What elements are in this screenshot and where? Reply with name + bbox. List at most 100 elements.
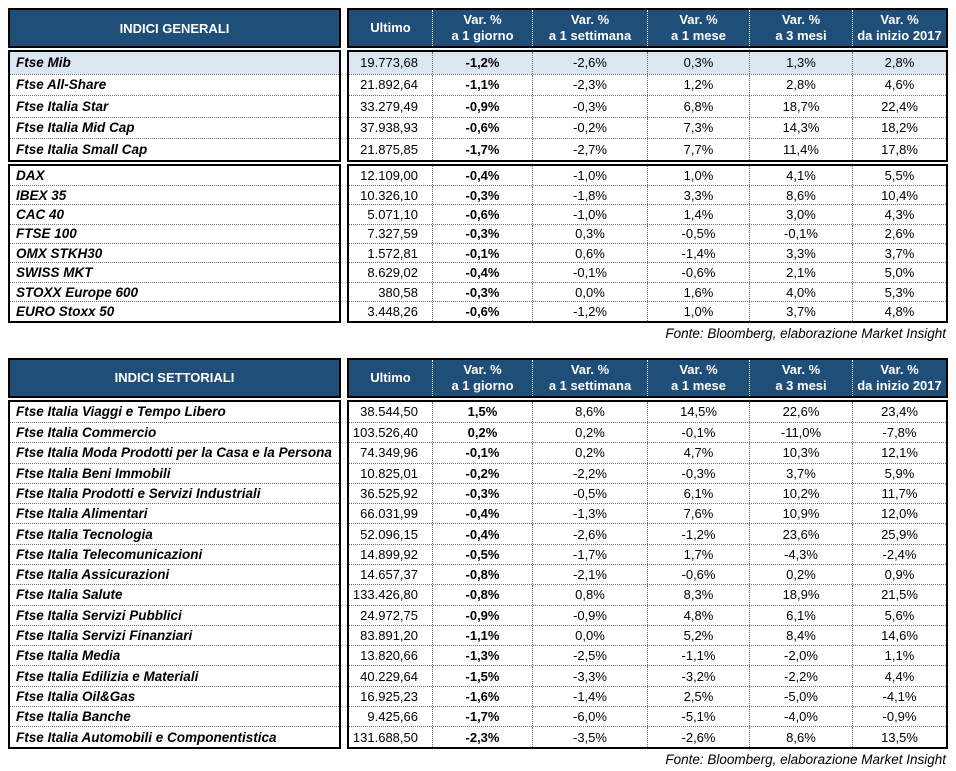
var-value-1: -2,1% — [532, 565, 647, 585]
index-data-panel: 12.109,00 -0,4% -1,0% 1,0% 4,1% 5,5% 10.326,10… — [347, 163, 948, 323]
var-value-1: -1,4% — [532, 686, 647, 707]
index-name: DAX — [16, 167, 45, 183]
var-value-0: -0,1% — [432, 443, 532, 463]
source-note: Fonte: Bloomberg, elaborazione Market In… — [665, 751, 946, 767]
index-name-row: Ftse Italia Assicurazioni — [10, 564, 339, 584]
var-value-3: 4,0% — [749, 282, 852, 302]
index-name-row: Ftse Italia Edilizia e Materiali — [10, 665, 339, 685]
index-name: STOXX Europe 600 — [16, 284, 139, 300]
var-value-1: -0,9% — [532, 605, 647, 625]
index-name: IBEX 35 — [16, 187, 67, 203]
var-value-3: 22,6% — [749, 401, 852, 422]
index-data-row: 19.773,68 -1,2% -2,6% 0,3% 1,3% 2,8% — [349, 52, 946, 74]
index-name-row: OMX STKH30 — [10, 243, 339, 262]
var-value-2: 4,8% — [647, 605, 749, 625]
index-data-row: 37.938,93 -0,6% -0,2% 7,3% 14,3% 18,2% — [349, 116, 946, 138]
index-name-row: Ftse Italia Star — [10, 95, 339, 117]
var-value-4: 12,0% — [852, 504, 946, 524]
var-value-2: -0,6% — [647, 263, 749, 282]
table-header-row: INDICI SETTORIALI Ultimo Var. % a 1 giorno V… — [8, 357, 948, 398]
col-header-ultimo: Ultimo — [349, 360, 432, 396]
var-value-1: 0,2% — [532, 422, 647, 443]
index-name: SWISS MKT — [16, 265, 93, 281]
index-data-row: 21.875,85 -1,7% -2,7% 7,7% 11,4% 17,8% — [349, 138, 946, 160]
var-value-1: -1,8% — [532, 185, 647, 205]
var-value-2: 7,7% — [647, 139, 749, 160]
index-name: Ftse Italia Servizi Finanziari — [16, 628, 193, 644]
ultimo-value: 74.349,96 — [360, 445, 418, 461]
var-top-label: Var. % — [679, 361, 718, 377]
index-data-panel: 19.773,68 -1,2% -2,6% 0,3% 1,3% 2,8% 21.892,64… — [347, 50, 948, 162]
index-name: Ftse Italia Media — [16, 648, 121, 664]
index-name-row: Ftse Italia Prodotti e Servizi Industria… — [10, 482, 339, 503]
ultimo-value: 1.572,81 — [367, 245, 418, 261]
var-value-3: 1,3% — [749, 52, 852, 74]
index-name-row: Ftse Italia Salute — [10, 584, 339, 604]
index-data-row: 52.096,15 -0,4% -2,6% -1,2% 23,6% 25,9% — [349, 523, 946, 544]
var-value-2: 1,7% — [647, 544, 749, 564]
var-value-3: -11,0% — [749, 422, 852, 443]
var-value-2: 2,5% — [647, 686, 749, 707]
index-name-row: Ftse Italia Mid Cap — [10, 116, 339, 139]
var-value-3: 3,7% — [749, 302, 852, 321]
index-data-row: 7.327,59 -0,3% 0,3% -0,5% -0,1% 2,6% — [349, 223, 946, 244]
var-top-label: Var. % — [463, 12, 502, 27]
ultimo-value: 9.425,66 — [367, 709, 418, 725]
index-data-row: 14.899,92 -0,5% -1,7% 1,7% -4,3% -2,4% — [349, 543, 946, 564]
var-value-4: 10,4% — [852, 185, 946, 205]
var-value-4: 5,0% — [852, 263, 946, 282]
var-value-1: 0,0% — [532, 282, 647, 302]
var-bottom-label: a 1 settimana — [548, 377, 632, 393]
var-value-1: 0,0% — [532, 625, 647, 646]
col-header-var-0: Var. % a 1 giorno — [432, 359, 532, 396]
var-value-3: 14,3% — [749, 117, 852, 138]
ultimo-value: 380,58 — [378, 284, 418, 300]
index-name: Ftse Italia Automobili e Componentistica — [16, 729, 277, 745]
var-value-2: 1,4% — [647, 205, 749, 224]
table-header-row: INDICI GENERALI Ultimo Var. % a 1 giorno Var… — [8, 8, 948, 48]
index-data-row: 74.349,96 -0,1% 0,2% 4,7% 10,3% 12,1% — [349, 442, 946, 463]
var-top-label: Var. % — [880, 12, 919, 27]
var-value-2: -1,1% — [647, 646, 749, 666]
index-name-row: CAC 40 — [10, 204, 339, 223]
var-value-2: -3,2% — [647, 666, 749, 686]
ultimo-value: 13.820,66 — [360, 648, 418, 664]
var-value-2: -0,6% — [647, 565, 749, 585]
var-value-2: -0,5% — [647, 224, 749, 244]
var-value-0: -0,6% — [432, 205, 532, 224]
var-value-3: -2,0% — [749, 646, 852, 666]
var-value-0: -0,4% — [432, 524, 532, 544]
var-top-label: Var. % — [463, 361, 502, 377]
var-value-3: -5,0% — [749, 686, 852, 707]
index-name-row: Ftse Italia Automobili e Componentistica — [10, 726, 339, 746]
index-data-row: 12.109,00 -0,4% -1,0% 1,0% 4,1% 5,5% — [349, 165, 946, 185]
index-name: Ftse All-Share — [16, 77, 107, 93]
var-value-4: 22,4% — [852, 96, 946, 117]
index-name-row: EURO Stoxx 50 — [10, 301, 339, 320]
var-value-4: 5,9% — [852, 463, 946, 483]
var-value-4: 14,6% — [852, 625, 946, 646]
var-value-3: 4,1% — [749, 165, 852, 185]
var-value-4: 4,6% — [852, 74, 946, 95]
var-value-0: -1,2% — [432, 52, 532, 74]
var-value-4: 2,6% — [852, 224, 946, 244]
index-name-row: Ftse Italia Commercio — [10, 421, 339, 442]
col-header-var-4: Var. % da inizio 2017 — [852, 10, 946, 46]
var-value-1: -2,5% — [532, 646, 647, 666]
var-value-2: -5,1% — [647, 707, 749, 727]
index-name: Ftse Italia Prodotti e Servizi Industria… — [16, 485, 261, 501]
var-value-2: 6,8% — [647, 96, 749, 117]
var-value-4: 4,8% — [852, 302, 946, 321]
var-value-3: -2,2% — [749, 666, 852, 686]
index-data-row: 1.572,81 -0,1% 0,6% -1,4% 3,3% 3,7% — [349, 243, 946, 263]
var-value-1: -2,6% — [532, 52, 647, 74]
index-name: Ftse Italia Moda Prodotti per la Casa e … — [16, 445, 332, 461]
table-title: INDICI SETTORIALI — [8, 357, 341, 398]
var-value-2: 1,0% — [647, 165, 749, 185]
var-value-1: -1,7% — [532, 544, 647, 564]
index-name: EURO Stoxx 50 — [16, 303, 115, 319]
index-name: Ftse Italia Assicurazioni — [16, 567, 170, 583]
var-value-2: 3,3% — [647, 185, 749, 205]
var-value-0: 1,5% — [432, 401, 532, 422]
var-value-2: -2,6% — [647, 727, 749, 747]
